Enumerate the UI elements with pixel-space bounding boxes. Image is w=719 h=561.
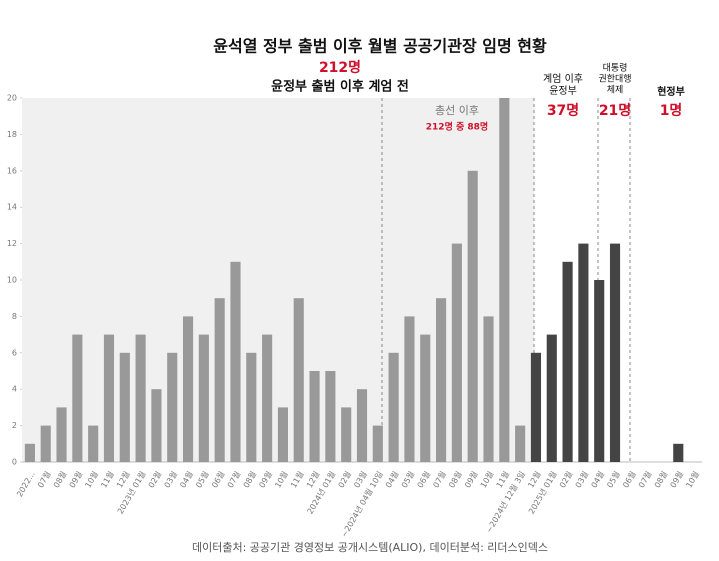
bar <box>673 443 684 462</box>
x-tick-label: 09월 <box>257 469 274 489</box>
x-tick-label: 10월 <box>684 469 701 489</box>
annotation: 계엄 이후 <box>543 73 583 85</box>
bar <box>451 243 462 462</box>
bar <box>530 352 542 462</box>
source: 데이터출처: 공공기관 경영정보 공개시스템(ALIO), 데이터분석: 리더스… <box>192 541 548 554</box>
x-tick-label: 05월 <box>399 469 416 489</box>
x-tick-label: 05월 <box>193 469 210 489</box>
bar <box>309 371 320 462</box>
x-tick-label: 08월 <box>652 469 669 489</box>
x-tick-label: 02월 <box>336 469 353 489</box>
bar <box>546 334 557 462</box>
bar <box>72 334 83 462</box>
x-tick-label: 06월 <box>620 469 637 489</box>
x-tick-label: 09월 <box>462 469 479 489</box>
bar <box>388 352 399 462</box>
x-tick-label: 02월 <box>557 469 574 489</box>
y-tick-label: 8 <box>12 312 17 321</box>
x-tick-label: 03월 <box>573 469 590 489</box>
x-tick-label: 06월 <box>415 469 432 489</box>
bar <box>609 243 621 462</box>
annotation-count: 212명 <box>319 59 361 76</box>
x-tick-label: 05월 <box>604 469 621 489</box>
x-tick-label: 08월 <box>446 469 463 489</box>
x-tick-label: 07월 <box>636 469 653 489</box>
annotation: 체제 <box>607 85 624 96</box>
bar <box>151 389 162 462</box>
bar <box>499 98 510 462</box>
x-tick-label: 2022... <box>15 470 37 499</box>
x-tick-label: 02월 <box>146 469 163 489</box>
x-tick-label: 10월 <box>478 469 495 489</box>
bar <box>515 425 526 462</box>
annotation-count: 37명 <box>547 102 579 119</box>
x-tick-label: 07월 <box>35 469 52 489</box>
bar <box>594 280 605 462</box>
bar <box>262 334 273 462</box>
y-tick-label: 14 <box>7 203 17 212</box>
annotation: 윤정부 출범 이후 계엄 전 <box>271 79 409 95</box>
annotation-count: 212명 중 88명 <box>426 121 488 133</box>
x-tick-label: 08월 <box>241 469 258 489</box>
y-tick-label: 4 <box>12 385 17 394</box>
bar <box>246 352 257 462</box>
y-tick-label: 18 <box>7 130 17 139</box>
bar <box>341 407 352 462</box>
annotation: 윤정부 <box>549 85 577 97</box>
x-tick-label: 10월 <box>83 469 100 489</box>
y-tick-label: 6 <box>12 348 17 357</box>
x-tick-label: 04월 <box>383 469 400 489</box>
bar <box>483 316 494 462</box>
y-tick-label: 2 <box>12 421 17 430</box>
bar <box>404 316 415 462</box>
bar <box>562 261 573 462</box>
annotation-count: 1명 <box>660 102 683 119</box>
y-tick-label: 16 <box>7 166 17 175</box>
annotation: 대통령 <box>603 62 628 74</box>
bar <box>40 425 51 462</box>
bar <box>119 352 130 462</box>
x-tick-label: 07월 <box>431 469 448 489</box>
annotation: 총선 이후 <box>435 104 479 117</box>
bar <box>293 298 304 462</box>
bar <box>325 371 336 462</box>
bar <box>103 334 115 462</box>
x-tick-label: 09월 <box>67 469 84 489</box>
y-tick-label: 0 <box>12 458 17 467</box>
bar <box>420 334 431 462</box>
x-tick-label: 10월 <box>272 469 289 489</box>
bar <box>56 407 67 462</box>
bar <box>135 334 146 462</box>
annotation: 권한대행 <box>598 73 631 85</box>
x-tick-label: 11월 <box>288 469 305 489</box>
y-tick-label: 20 <box>7 94 17 103</box>
y-tick-label: 10 <box>7 276 17 285</box>
bar <box>467 170 478 463</box>
y-tick-label: 12 <box>7 239 17 248</box>
bar <box>356 389 368 462</box>
bar <box>167 352 178 462</box>
bar <box>372 425 383 462</box>
x-tick-label: 07월 <box>225 469 242 489</box>
x-tick-label: 03월 <box>162 469 179 489</box>
bar <box>214 298 225 462</box>
x-tick-label: 04월 <box>178 469 195 489</box>
annotation-count: 21명 <box>599 102 631 119</box>
bar <box>88 425 99 462</box>
bar <box>436 298 447 462</box>
x-tick-label: 09월 <box>668 469 685 489</box>
bar <box>230 261 241 462</box>
x-tick-label: 11월 <box>98 469 115 489</box>
bar <box>198 334 209 462</box>
x-tick-label: 04월 <box>589 469 606 489</box>
bar <box>182 316 194 462</box>
x-tick-label: 06월 <box>209 469 226 489</box>
x-tick-label: 08월 <box>51 469 68 489</box>
chart-title: 윤석열 정부 출범 이후 월별 공공기관장 임명 현황 <box>213 37 547 56</box>
bar <box>277 407 288 462</box>
bar <box>578 243 589 462</box>
annotation: 현정부 <box>657 85 685 98</box>
bar <box>24 443 35 462</box>
